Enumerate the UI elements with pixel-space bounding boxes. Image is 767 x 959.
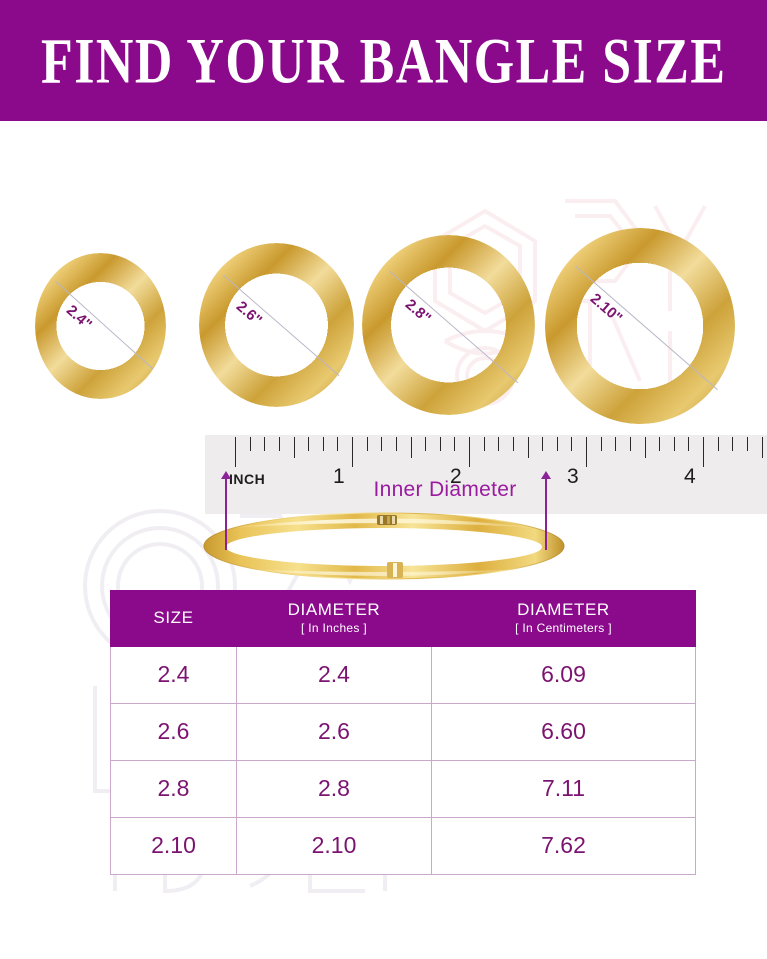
ruler-tick [571,437,573,451]
table-row: 2.4 2.4 6.09 [110,645,696,704]
header-main-text: DIAMETER [517,600,610,619]
ruler-unit-label: INCH [229,471,266,487]
measurement-illustration: INCH 1 2 3 4 Inner Diameter [0,430,767,590]
ruler-tick [293,437,295,458]
header-sub-text: [ In Inches ] [301,620,367,635]
page-title: FIND YOUR BANGLE SIZE [40,26,727,98]
ruler-tick [425,437,427,451]
ruler-tick [381,437,383,451]
table-header-diameter-inches: DIAMETER [ In Inches ] [236,590,432,647]
ruler-number-2: 2 [450,465,462,488]
size-table-header: SIZE DIAMETER [ In Inches ] DIAMETER [ I… [110,590,696,647]
table-row: 2.10 2.10 7.62 [110,816,696,875]
cell-cm: 7.11 [431,759,696,818]
ruler-tick [235,437,236,467]
cell-cm: 6.60 [431,702,696,761]
ruler-tick [512,437,514,451]
bangle-circle-2: 2.6" [199,243,354,407]
ruler-tick [586,437,587,467]
cell-inches: 2.6 [236,702,432,761]
table-header-size: SIZE [110,590,237,647]
table-header-row: SIZE DIAMETER [ In Inches ] DIAMETER [ I… [110,590,696,647]
ruler-tick [278,437,280,451]
ruler-tick [615,437,617,451]
gold-bangle-photo [203,512,565,580]
ruler-tick [644,437,646,458]
cell-inches: 2.8 [236,759,432,818]
bangle-circles-row: 2.4" 2.6" 2.8" 2.10" [0,121,767,431]
ruler-number-3: 3 [567,465,579,488]
table-header-diameter-centimeters: DIAMETER [ In Centimeters ] [431,590,696,647]
header-main-text: SIZE [153,607,194,627]
ruler-tick [600,437,602,451]
bangle-circle-4: 2.10" [545,228,735,424]
ruler-tick [732,437,734,451]
ruler-tick [673,437,675,451]
bangle-circle-3: 2.8" [362,235,535,415]
inner-diameter-label: Inner Diameter [373,478,517,501]
gold-ring-graphic [35,253,166,399]
ruler-tick [454,437,456,451]
ruler-number-1: 1 [333,465,345,488]
cell-size: 2.6 [110,702,237,761]
ruler-tick [542,437,544,451]
cell-cm: 7.62 [431,816,696,875]
ruler-tick [703,437,704,467]
ruler-tick [337,437,339,451]
ruler-tick [498,437,500,451]
header-banner: FIND YOUR BANGLE SIZE [0,0,767,121]
cell-inches: 2.4 [236,645,432,704]
size-table-body: 2.4 2.4 6.09 2.6 2.6 6.60 2.8 2.8 7.11 2… [110,645,696,875]
ruler-tick [410,437,412,458]
ruler-tick [352,437,353,467]
ruler-tick [439,437,441,451]
ruler-tick [761,437,763,458]
gold-ring-graphic [545,228,735,424]
ruler-tick [556,437,558,451]
table-row: 2.6 2.6 6.60 [110,702,696,761]
ruler-tick [629,437,631,451]
cell-size: 2.4 [110,645,237,704]
bangle-circle-1: 2.4" [35,253,166,399]
ruler-tick [395,437,397,451]
gold-ring-graphic [362,235,535,415]
cell-cm: 6.09 [431,645,696,704]
size-table: SIZE DIAMETER [ In Inches ] DIAMETER [ I… [110,590,696,875]
ruler-tick [746,437,748,451]
ruler-tick [717,437,719,451]
gold-ring-graphic [199,243,354,407]
table-row: 2.8 2.8 7.11 [110,759,696,818]
ruler-tick [527,437,529,458]
ruler-tick [483,437,485,451]
ruler-tick [308,437,310,451]
ruler-tick [249,437,251,451]
cell-inches: 2.10 [236,816,432,875]
ruler-tick [322,437,324,451]
header-sub-text: [ In Centimeters ] [515,620,612,635]
cell-size: 2.10 [110,816,237,875]
ruler-tick [659,437,661,451]
ruler-tick [688,437,690,451]
ruler-number-4: 4 [684,465,696,488]
ruler-tick [469,437,470,467]
cell-size: 2.8 [110,759,237,818]
ruler-graphic: INCH 1 2 3 4 [205,435,767,514]
measure-arrow-right [541,471,551,550]
header-main-text: DIAMETER [287,600,381,619]
ruler-tick [366,437,368,451]
measure-arrow-left [221,471,231,550]
ruler-tick [264,437,266,451]
